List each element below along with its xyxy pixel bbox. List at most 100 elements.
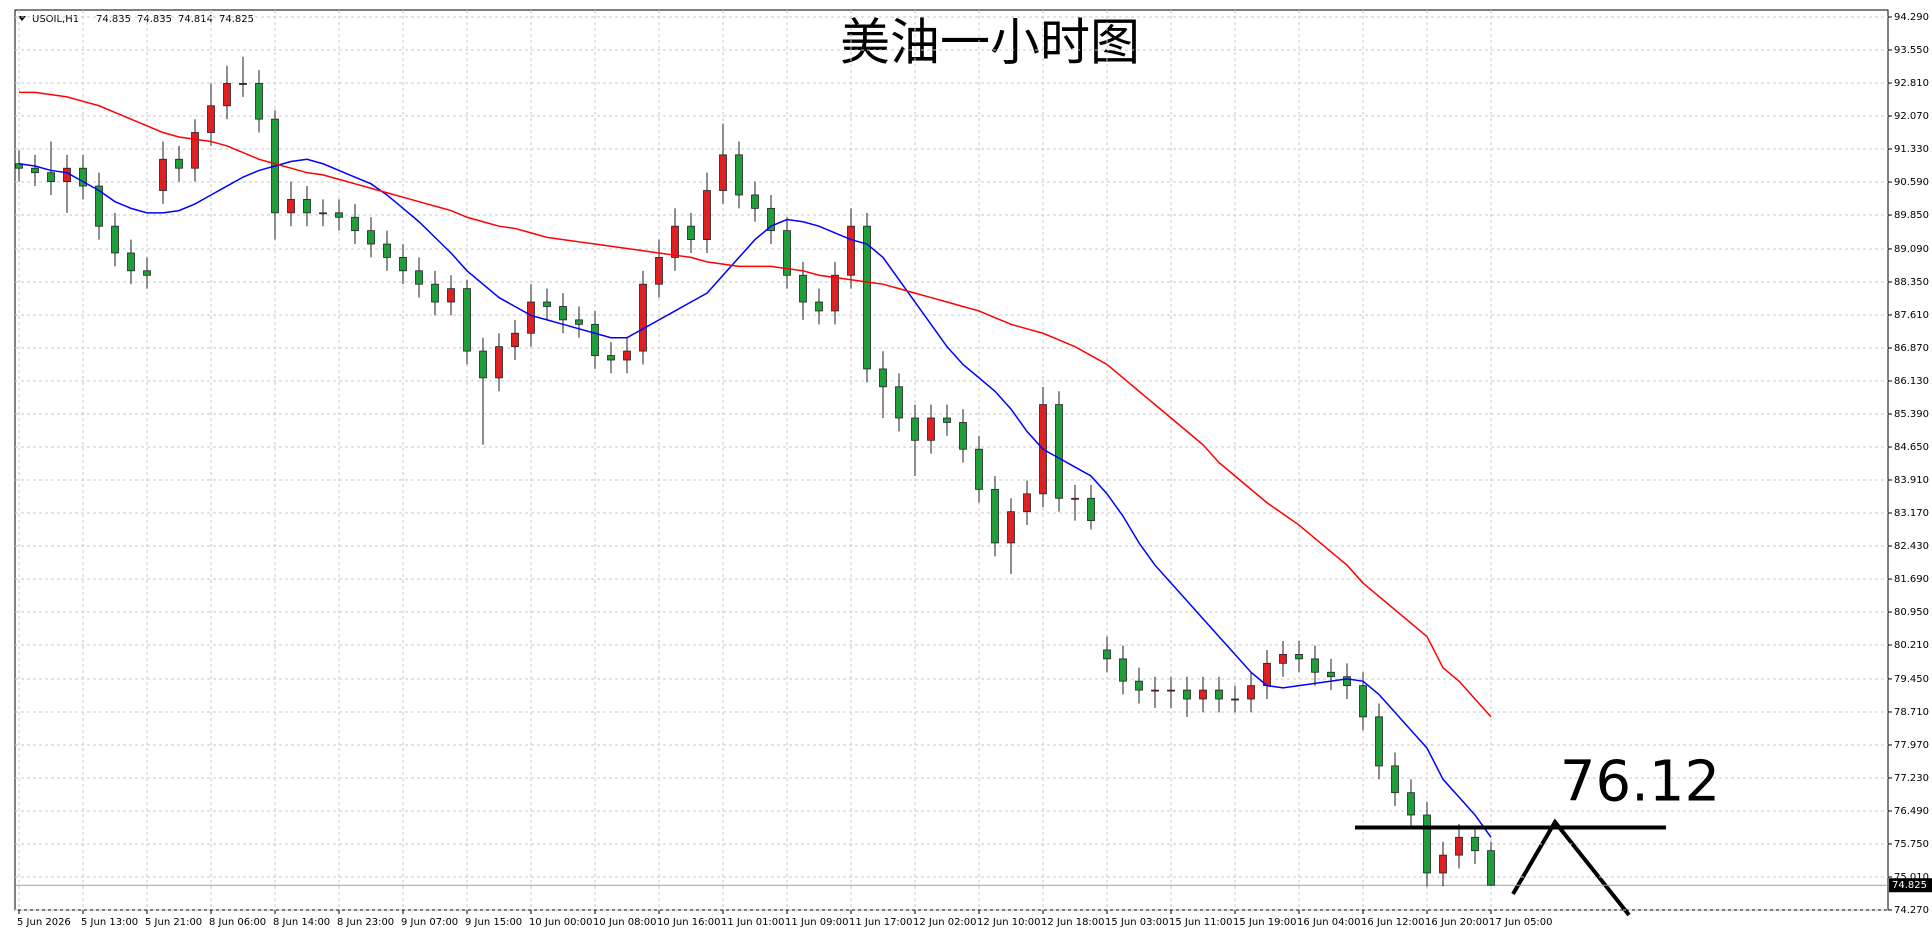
candle-body [799, 274, 807, 303]
candle-body [1119, 658, 1127, 682]
candle-body [31, 167, 39, 174]
candle-body [607, 355, 615, 361]
candle-body [1055, 404, 1063, 499]
candle-body [911, 417, 919, 441]
x-tick-label: 9 Jun 07:00 [401, 917, 458, 928]
y-tick-label: 89.850 [1894, 210, 1929, 221]
candle-body [191, 132, 199, 169]
candle-body [959, 422, 967, 450]
candle-body [335, 212, 343, 218]
x-tick-label: 11 Jun 17:00 [849, 917, 913, 928]
candle-body [351, 216, 359, 232]
y-tick-label: 89.090 [1894, 244, 1929, 255]
candle-body [239, 83, 247, 85]
candle-body [47, 172, 55, 182]
candle-body [735, 154, 743, 196]
candle-body [1199, 689, 1207, 700]
candle-body [623, 350, 631, 361]
candle-body [1407, 792, 1415, 816]
candle-body [1247, 685, 1255, 700]
candle-body [303, 199, 311, 214]
candle-body [447, 288, 455, 303]
y-tick-label: 85.390 [1894, 409, 1929, 420]
candle-body [511, 332, 519, 348]
candle-body [63, 167, 71, 182]
candle-body [1439, 854, 1447, 874]
candle-body [655, 257, 663, 285]
candle-body [1151, 689, 1159, 692]
y-tick-label: 76.490 [1894, 806, 1929, 817]
candle-body [639, 283, 647, 352]
y-tick-label: 83.170 [1894, 508, 1929, 519]
y-tick-label: 86.130 [1894, 376, 1929, 387]
y-tick-label: 87.610 [1894, 310, 1929, 321]
candle-body [1167, 689, 1175, 692]
candle-body [383, 243, 391, 258]
moving-average [18, 158, 1492, 838]
candle-body [815, 301, 823, 312]
y-tick-label: 77.230 [1894, 773, 1929, 784]
price-tag [1889, 878, 1932, 893]
candle-body [1103, 649, 1111, 660]
y-tick-label: 88.350 [1894, 277, 1929, 288]
projection-arrow [1511, 818, 1631, 917]
candle-body [1311, 658, 1319, 673]
candle-body [319, 212, 327, 215]
x-tick-label: 16 Jun 12:00 [1361, 917, 1425, 928]
y-tick-label: 82.430 [1894, 541, 1929, 552]
x-tick-label: 8 Jun 14:00 [273, 917, 330, 928]
x-tick-label: 5 Jun 13:00 [81, 917, 138, 928]
x-tick-label: 15 Jun 11:00 [1169, 917, 1233, 928]
chart-title: 美油一小时图 [840, 14, 1140, 72]
candle-body [207, 105, 215, 133]
y-tick-label: 78.710 [1894, 707, 1929, 718]
candle-body [1279, 654, 1287, 664]
y-tick-label: 92.070 [1894, 111, 1929, 122]
y-tick-label: 83.910 [1894, 475, 1929, 486]
x-tick-label: 8 Jun 23:00 [337, 917, 394, 928]
price-tag-label: 74.825 [1892, 880, 1927, 891]
level-label: 76.12 [1560, 750, 1720, 815]
x-tick-label: 16 Jun 04:00 [1297, 917, 1361, 928]
y-tick-label: 79.450 [1894, 674, 1929, 685]
header-high: 74.835 [137, 14, 172, 25]
candle-body [1423, 814, 1431, 874]
candle-body [1231, 698, 1239, 701]
candle-body [575, 319, 583, 325]
y-tick-label: 75.750 [1894, 839, 1929, 850]
candle-body [543, 301, 551, 307]
candle-body [463, 288, 471, 352]
candle-body [671, 225, 679, 258]
x-tick-label: 15 Jun 19:00 [1233, 917, 1297, 928]
x-tick-label: 12 Jun 10:00 [977, 917, 1041, 928]
x-tick-label: 5 Jun 2026 [17, 917, 71, 928]
y-tick-label: 81.690 [1894, 574, 1929, 585]
x-tick-label: 12 Jun 18:00 [1041, 917, 1105, 928]
candle-body [255, 83, 263, 120]
candle-body [223, 83, 231, 107]
x-tick-label: 16 Jun 20:00 [1425, 917, 1489, 928]
x-tick-label: 11 Jun 01:00 [721, 917, 785, 928]
candle-body [975, 448, 983, 490]
candle-body [1071, 497, 1079, 500]
candle-body [703, 190, 711, 240]
header-low: 74.814 [178, 14, 213, 25]
candle-body [1295, 654, 1303, 660]
x-tick-label: 10 Jun 08:00 [593, 917, 657, 928]
candle-body [111, 225, 119, 254]
candle-body [367, 230, 375, 245]
y-tick-label: 92.810 [1894, 78, 1929, 89]
candle-body [431, 283, 439, 303]
candle-body [751, 194, 759, 209]
candle-body [399, 257, 407, 272]
y-tick-label: 90.590 [1894, 177, 1929, 188]
candle-body [895, 386, 903, 419]
candle-body [943, 417, 951, 423]
candle-body [479, 350, 487, 379]
header-open: 74.835 [96, 14, 131, 25]
y-tick-label: 74.270 [1894, 905, 1929, 916]
header-close: 74.825 [219, 14, 254, 25]
symbol: USOIL,H1 [32, 14, 79, 25]
candle-body [879, 368, 887, 388]
